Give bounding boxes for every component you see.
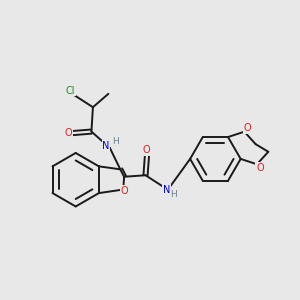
Text: N: N — [102, 141, 110, 151]
Text: O: O — [244, 123, 251, 133]
Text: O: O — [121, 186, 128, 196]
Text: Cl: Cl — [65, 85, 75, 96]
Text: H: H — [112, 137, 119, 146]
Text: H: H — [170, 190, 177, 199]
Text: O: O — [143, 145, 151, 155]
Text: N: N — [163, 185, 170, 195]
Text: O: O — [256, 163, 264, 173]
Text: O: O — [64, 128, 72, 138]
